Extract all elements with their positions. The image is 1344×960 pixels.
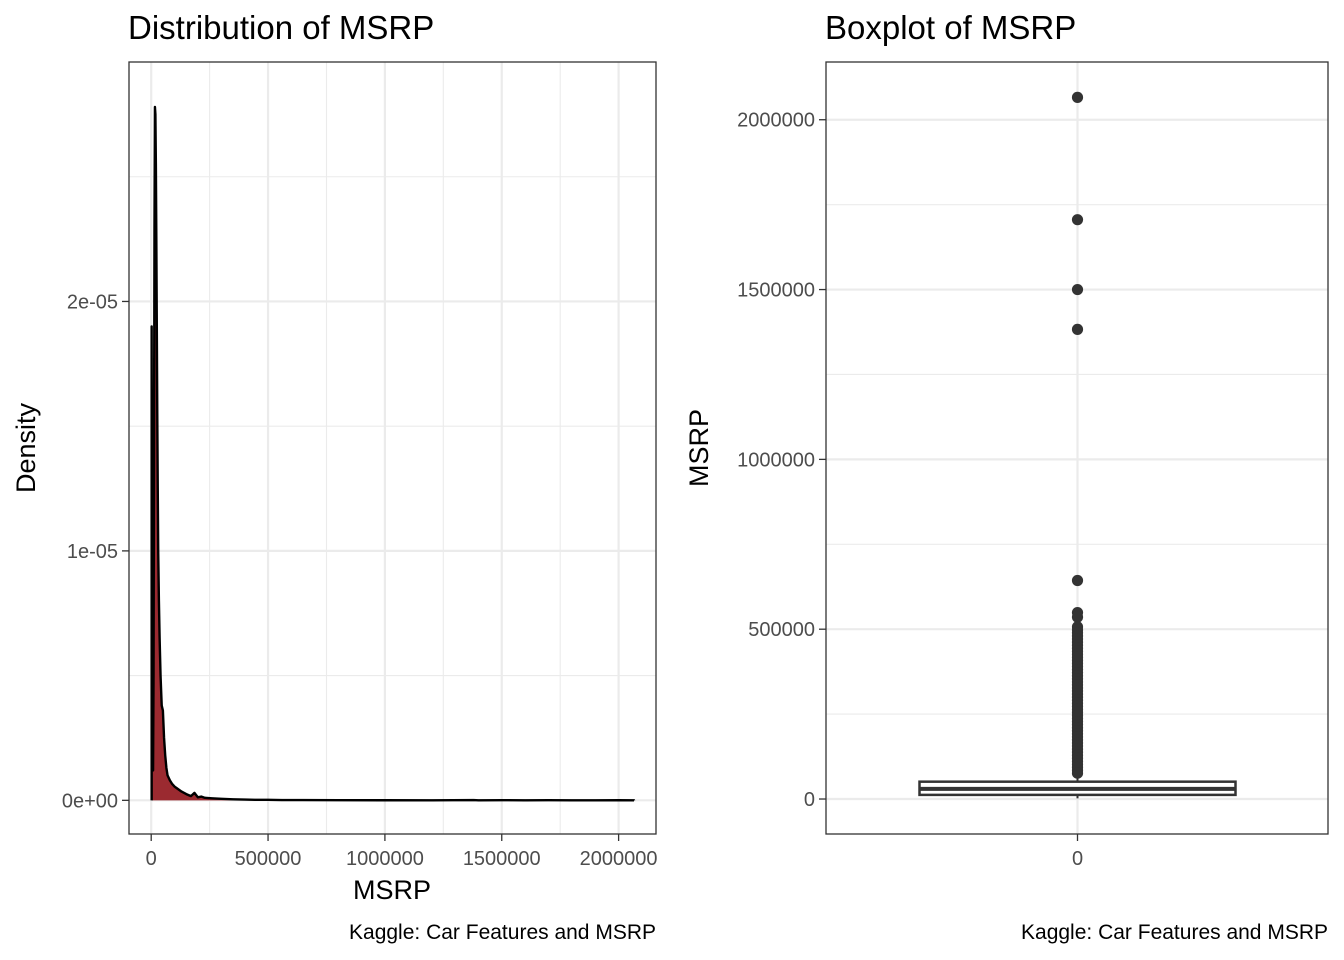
outlier-point (1071, 91, 1084, 103)
outlier-point (1071, 214, 1084, 226)
y-tick-label: 0 (804, 789, 815, 811)
density-fill (151, 106, 635, 801)
density-y-axis-title: Density (11, 402, 41, 493)
density-chart: Distribution of MSRP 0 500000 1000000 15000… (11, 9, 658, 944)
boxplot-y-axis: 0 500000 1000000 1500000 2000000 (737, 110, 826, 811)
density-line (150, 105, 636, 802)
boxplot-y-axis-title: MSRP (684, 409, 714, 487)
y-tick-label: 2e-05 (67, 291, 118, 313)
y-tick-label: 500000 (748, 619, 815, 641)
y-tick-label: 1000000 (737, 449, 815, 471)
x-tick-label: 1500000 (463, 848, 541, 870)
boxplot-chart: Boxplot of MSRP 0 0 500000 1000000 1500000 2… (684, 9, 1329, 944)
boxplot-outliers (1071, 91, 1084, 779)
density-gridlines (129, 62, 656, 834)
outlier-point (1071, 767, 1084, 779)
y-tick-label: 1500000 (737, 280, 815, 302)
x-tick-label: 0 (146, 848, 157, 870)
boxplot-box (918, 774, 1237, 799)
x-tick-label: 0 (1072, 848, 1083, 870)
density-chart-title: Distribution of MSRP (128, 9, 434, 46)
density-x-axis-title: MSRP (353, 875, 431, 905)
outlier-point (1071, 323, 1084, 335)
y-tick-label: 1e-05 (67, 541, 118, 563)
density-caption: Kaggle: Car Features and MSRP (349, 921, 656, 944)
boxplot-caption: Kaggle: Car Features and MSRP (1021, 921, 1328, 944)
x-tick-label: 500000 (235, 848, 302, 870)
y-tick-label: 2000000 (737, 110, 815, 132)
x-tick-label: 2000000 (580, 848, 658, 870)
y-tick-label: 0e+00 (62, 790, 118, 812)
density-panel-border (128, 61, 657, 835)
x-tick-label: 1000000 (346, 848, 424, 870)
outlier-point (1071, 574, 1084, 587)
outlier-point (1071, 283, 1084, 296)
density-area (150, 105, 636, 802)
boxplot-x-axis: 0 (1072, 834, 1083, 870)
outlier-point (1071, 611, 1084, 623)
density-x-axis: 0 500000 1000000 1500000 2000000 (146, 834, 658, 870)
boxplot-chart-title: Boxplot of MSRP (825, 9, 1076, 46)
density-y-axis: 0e+00 1e-05 2e-05 (62, 291, 129, 812)
